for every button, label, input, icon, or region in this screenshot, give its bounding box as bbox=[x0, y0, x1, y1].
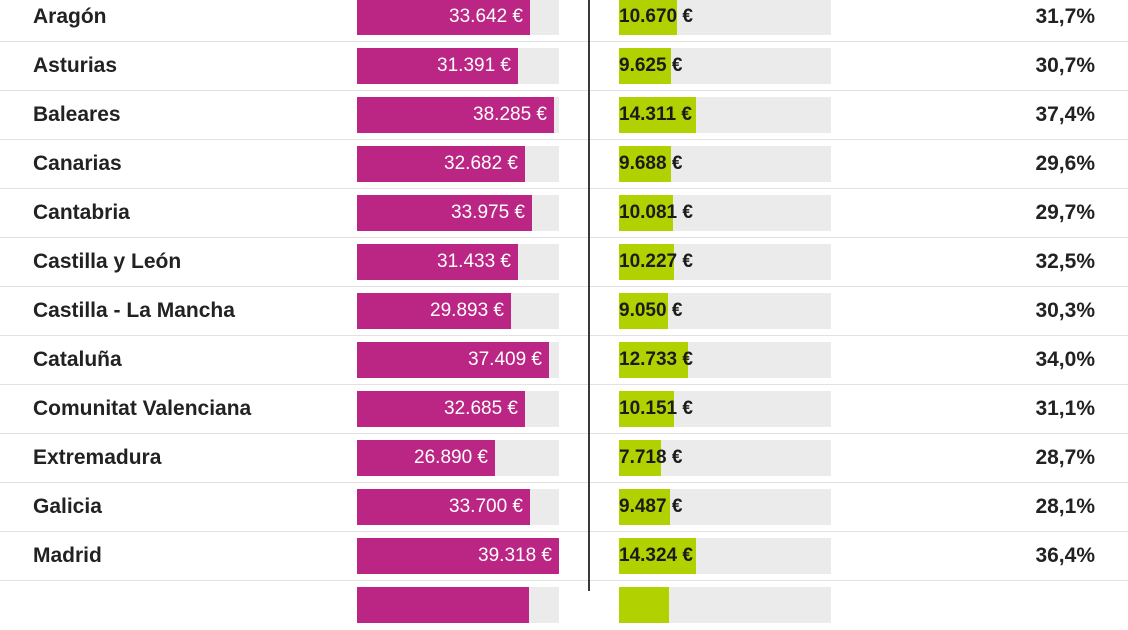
pension-bar: 14.324 € bbox=[619, 538, 696, 574]
pension-bar-track: 10.227 € bbox=[619, 244, 831, 280]
salary-bar: 31.391 € bbox=[357, 48, 518, 84]
salary-bar-track: 37.409 € bbox=[357, 342, 559, 378]
pension-bar: 9.487 € bbox=[619, 489, 682, 525]
table-row: Galicia 33.700 € 9.487 € 28,1% bbox=[0, 483, 1128, 532]
percentage-value: 31,1% bbox=[1035, 397, 1095, 420]
salary-bar-track: 32.682 € bbox=[357, 146, 559, 182]
salary-bar-track bbox=[357, 587, 559, 623]
percentage-value: 32,5% bbox=[1035, 250, 1095, 273]
salary-bar: 39.318 € bbox=[357, 538, 559, 574]
region-label: Cataluña bbox=[33, 348, 122, 371]
salary-bar: 31.433 € bbox=[357, 244, 518, 280]
salary-bar: 33.975 € bbox=[357, 195, 532, 231]
region-label: Madrid bbox=[33, 544, 102, 567]
pension-bar-track: 9.487 € bbox=[619, 489, 831, 525]
pension-bar: 10.081 € bbox=[619, 195, 693, 231]
pension-bar: 9.625 € bbox=[619, 48, 682, 84]
percentage-value: 28,1% bbox=[1035, 495, 1095, 518]
salary-bar-track: 33.642 € bbox=[357, 0, 559, 35]
percentage-value: 34,0% bbox=[1035, 348, 1095, 371]
pension-bar-track: 14.324 € bbox=[619, 538, 831, 574]
pension-bar-track: 7.718 € bbox=[619, 440, 831, 476]
salary-bar: 37.409 € bbox=[357, 342, 549, 378]
salary-bar-track: 31.391 € bbox=[357, 48, 559, 84]
pension-bar-track: 14.311 € bbox=[619, 97, 831, 133]
salary-bar-track: 39.318 € bbox=[357, 538, 559, 574]
salary-bar-track: 32.685 € bbox=[357, 391, 559, 427]
salary-bar: 26.890 € bbox=[357, 440, 495, 476]
percentage-value: 31,7% bbox=[1035, 5, 1095, 28]
salary-bar-track: 26.890 € bbox=[357, 440, 559, 476]
pension-bar: 10.227 € bbox=[619, 244, 693, 280]
salary-bar-track: 38.285 € bbox=[357, 97, 559, 133]
pension-bar-track: 12.733 € bbox=[619, 342, 831, 378]
salary-bar-track: 29.893 € bbox=[357, 293, 559, 329]
pension-bar-track: 9.050 € bbox=[619, 293, 831, 329]
pension-bar: 10.670 € bbox=[619, 0, 693, 35]
salary-bar: 38.285 € bbox=[357, 97, 554, 133]
percentage-value: 28,7% bbox=[1035, 446, 1095, 469]
percentage-value: 29,7% bbox=[1035, 201, 1095, 224]
table-row: Baleares 38.285 € 14.311 € 37,4% bbox=[0, 91, 1128, 140]
region-label: Extremadura bbox=[33, 446, 162, 469]
region-label: Castilla y León bbox=[33, 250, 182, 273]
region-label: Canarias bbox=[33, 152, 122, 175]
region-label: Galicia bbox=[33, 495, 102, 518]
region-label: Baleares bbox=[33, 103, 121, 126]
salary-bar: 33.642 € bbox=[357, 0, 530, 35]
table-row: Canarias 32.682 € 9.688 € 29,6% bbox=[0, 140, 1128, 189]
salary-bar-track: 33.700 € bbox=[357, 489, 559, 525]
salary-bar bbox=[357, 587, 529, 623]
pension-bar: 12.733 € bbox=[619, 342, 693, 378]
salary-bar-track: 33.975 € bbox=[357, 195, 559, 231]
table-row-partial bbox=[0, 581, 1128, 630]
percentage-value: 29,6% bbox=[1035, 152, 1095, 175]
table-row: Asturias 31.391 € 9.625 € 30,7% bbox=[0, 42, 1128, 91]
pension-bar: 10.151 € bbox=[619, 391, 693, 427]
percentage-value: 36,4% bbox=[1035, 544, 1095, 567]
region-label: Cantabria bbox=[33, 201, 130, 224]
pension-bar-track: 10.081 € bbox=[619, 195, 831, 231]
pension-bar bbox=[619, 587, 669, 623]
pension-bar-track bbox=[619, 587, 831, 623]
percentage-value: 30,7% bbox=[1035, 54, 1095, 77]
salary-bar: 32.682 € bbox=[357, 146, 525, 182]
pension-bar: 14.311 € bbox=[619, 97, 696, 133]
table-row: Castilla y León 31.433 € 10.227 € 32,5% bbox=[0, 238, 1128, 287]
pension-bar: 7.718 € bbox=[619, 440, 682, 476]
salary-bar: 33.700 € bbox=[357, 489, 530, 525]
column-divider bbox=[588, 0, 590, 591]
salary-bar-track: 31.433 € bbox=[357, 244, 559, 280]
pension-bar-track: 9.688 € bbox=[619, 146, 831, 182]
table-row: Comunitat Valenciana 32.685 € 10.151 € 31,1… bbox=[0, 385, 1128, 434]
percentage-value: 37,4% bbox=[1035, 103, 1095, 126]
pension-bar-track: 10.670 € bbox=[619, 0, 831, 35]
pension-bar-track: 10.151 € bbox=[619, 391, 831, 427]
pension-bar: 9.050 € bbox=[619, 293, 682, 329]
table-row: Cantabria 33.975 € 10.081 € 29,7% bbox=[0, 189, 1128, 238]
table-row: Madrid 39.318 € 14.324 € 36,4% bbox=[0, 532, 1128, 581]
region-label: Comunitat Valenciana bbox=[33, 397, 252, 420]
table-row: Castilla - La Mancha 29.893 € 9.050 € 30,3% bbox=[0, 287, 1128, 336]
pension-bar: 9.688 € bbox=[619, 146, 682, 182]
table-row: Cataluña 37.409 € 12.733 € 34,0% bbox=[0, 336, 1128, 385]
salary-bar: 29.893 € bbox=[357, 293, 511, 329]
table-row: Extremadura 26.890 € 7.718 € 28,7% bbox=[0, 434, 1128, 483]
region-label: Asturias bbox=[33, 54, 118, 77]
region-label: Aragón bbox=[33, 5, 107, 28]
pension-bar-track: 9.625 € bbox=[619, 48, 831, 84]
region-label: Castilla - La Mancha bbox=[33, 299, 235, 322]
salary-bar: 32.685 € bbox=[357, 391, 525, 427]
percentage-value: 30,3% bbox=[1035, 299, 1095, 322]
table-row: Aragón 33.642 € 10.670 € 31,7% bbox=[0, 0, 1128, 42]
